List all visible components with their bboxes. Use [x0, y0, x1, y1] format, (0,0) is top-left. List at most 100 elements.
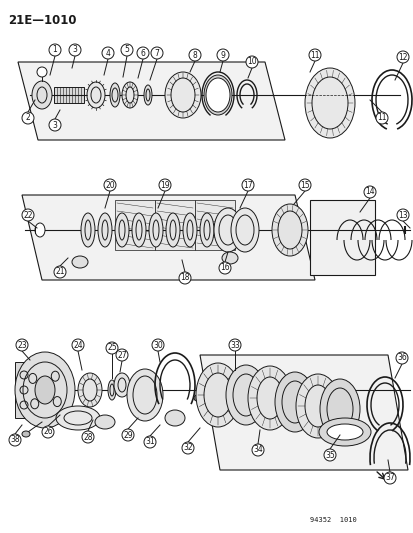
Ellipse shape	[87, 82, 105, 108]
Text: 16: 16	[220, 263, 229, 272]
Text: 6: 6	[140, 49, 145, 58]
Circle shape	[242, 179, 254, 191]
Ellipse shape	[110, 83, 120, 107]
Circle shape	[9, 434, 21, 446]
Circle shape	[298, 179, 310, 191]
Ellipse shape	[214, 208, 242, 252]
Ellipse shape	[195, 363, 240, 427]
Circle shape	[144, 436, 156, 448]
Circle shape	[54, 266, 66, 278]
Ellipse shape	[149, 213, 163, 247]
Circle shape	[252, 444, 263, 456]
Text: 24: 24	[73, 341, 83, 350]
Circle shape	[395, 352, 407, 364]
Ellipse shape	[81, 213, 95, 247]
Text: 27: 27	[117, 351, 126, 359]
Circle shape	[151, 47, 163, 59]
Text: 29: 29	[123, 431, 133, 440]
Text: 21E—1010: 21E—1010	[8, 14, 76, 27]
Bar	[309, 200, 374, 275]
Text: 37: 37	[384, 473, 394, 482]
Circle shape	[49, 44, 61, 56]
Ellipse shape	[98, 213, 112, 247]
Text: 14: 14	[364, 188, 374, 197]
Text: 12: 12	[397, 52, 407, 61]
Circle shape	[22, 209, 34, 221]
Circle shape	[323, 449, 335, 461]
Text: 34: 34	[252, 446, 262, 455]
Text: 10: 10	[247, 58, 256, 67]
Text: 30: 30	[153, 341, 162, 350]
Text: 3: 3	[72, 45, 77, 54]
Text: 31: 31	[145, 438, 154, 447]
Circle shape	[189, 49, 201, 61]
Ellipse shape	[271, 204, 307, 256]
Bar	[15, 362, 33, 418]
Circle shape	[122, 429, 134, 441]
Text: 25: 25	[107, 343, 116, 352]
Text: 13: 13	[397, 211, 407, 220]
Polygon shape	[199, 355, 407, 470]
Text: 11: 11	[376, 114, 386, 123]
Circle shape	[116, 349, 128, 361]
Circle shape	[308, 49, 320, 61]
Circle shape	[121, 44, 133, 56]
Ellipse shape	[166, 213, 180, 247]
Circle shape	[216, 49, 228, 61]
Text: 18: 18	[180, 273, 189, 282]
Text: 38: 38	[10, 435, 20, 445]
Ellipse shape	[95, 415, 115, 429]
Ellipse shape	[115, 213, 129, 247]
Circle shape	[82, 431, 94, 443]
Circle shape	[42, 426, 54, 438]
Text: 22: 22	[23, 211, 33, 220]
Text: 23: 23	[17, 341, 27, 350]
Ellipse shape	[199, 213, 214, 247]
Text: 21: 21	[55, 268, 64, 277]
Circle shape	[106, 342, 118, 354]
Circle shape	[72, 339, 84, 351]
Circle shape	[178, 272, 190, 284]
Text: 2: 2	[26, 114, 30, 123]
Ellipse shape	[326, 424, 362, 440]
Ellipse shape	[319, 379, 359, 439]
Circle shape	[218, 262, 230, 274]
Text: 17: 17	[242, 181, 252, 190]
Text: 94352  1010: 94352 1010	[309, 517, 356, 523]
Text: 1: 1	[52, 45, 57, 54]
Circle shape	[182, 442, 194, 454]
Circle shape	[375, 112, 387, 124]
Circle shape	[228, 339, 240, 351]
Ellipse shape	[108, 380, 116, 400]
Ellipse shape	[122, 82, 138, 108]
Circle shape	[159, 179, 171, 191]
Ellipse shape	[204, 75, 231, 115]
Ellipse shape	[183, 213, 197, 247]
Circle shape	[49, 119, 61, 131]
Ellipse shape	[221, 252, 237, 264]
Ellipse shape	[274, 372, 314, 432]
Ellipse shape	[72, 256, 88, 268]
Circle shape	[137, 47, 149, 59]
Ellipse shape	[295, 374, 339, 438]
Ellipse shape	[304, 68, 354, 138]
Circle shape	[16, 339, 28, 351]
Text: 9: 9	[220, 51, 225, 60]
Text: 11: 11	[309, 51, 319, 60]
Circle shape	[102, 47, 114, 59]
Text: 7: 7	[154, 49, 159, 58]
Text: 15: 15	[299, 181, 309, 190]
Bar	[154, 200, 195, 250]
Text: 36: 36	[396, 353, 406, 362]
Text: 8: 8	[192, 51, 197, 60]
Ellipse shape	[32, 81, 52, 109]
Polygon shape	[22, 195, 314, 280]
Ellipse shape	[56, 406, 100, 430]
Text: 4: 4	[105, 49, 110, 58]
Text: 28: 28	[83, 432, 93, 441]
Text: 32: 32	[183, 443, 192, 453]
Ellipse shape	[230, 208, 259, 252]
Ellipse shape	[15, 352, 75, 428]
Circle shape	[152, 339, 164, 351]
Ellipse shape	[78, 373, 102, 407]
